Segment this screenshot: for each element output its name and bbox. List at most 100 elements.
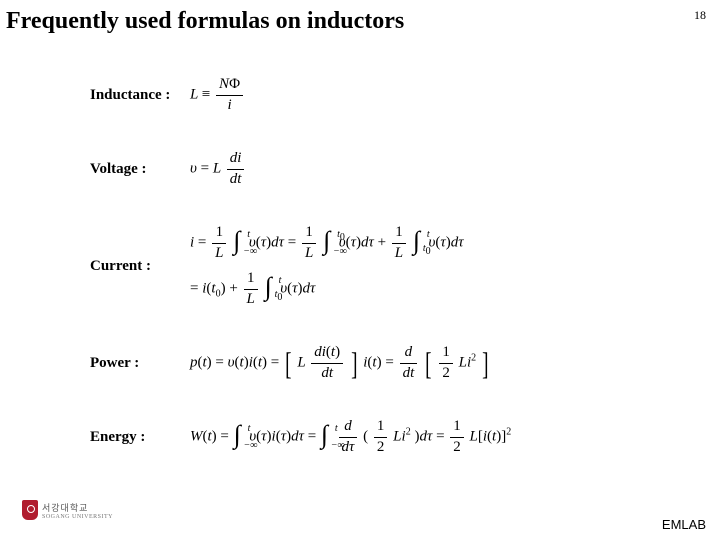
eq8: =: [220, 428, 228, 444]
int-minf-t: ∫t−∞: [233, 231, 240, 256]
d10: d: [403, 365, 411, 381]
label-current: Current :: [90, 257, 190, 275]
t8: t: [410, 365, 414, 381]
lo-minf3: −∞: [244, 439, 258, 452]
sym-p: p: [190, 354, 198, 370]
sq2: 2: [406, 426, 411, 437]
lp14: (: [363, 428, 368, 444]
L3: L: [297, 354, 305, 370]
lo-minf2: −∞: [333, 245, 347, 258]
frac-di-dt: di dt: [227, 149, 245, 189]
sym-i3: i: [190, 234, 194, 250]
d11: d: [291, 428, 299, 444]
sym-Phi: Φ: [229, 76, 240, 92]
lbb2: [: [425, 349, 431, 378]
eq7: =: [385, 354, 393, 370]
formula-energy: W(t) = ∫t−∞ υ(τ)i(τ)dτ = ∫t−∞ ddτ ( 12 L…: [190, 417, 511, 457]
tau13: τ: [427, 428, 432, 444]
d7: d: [314, 344, 322, 360]
t6: t: [329, 365, 333, 381]
sym-equiv: ≡: [202, 86, 210, 102]
eq9: =: [308, 428, 316, 444]
frac-1L-b: 1L: [302, 223, 316, 263]
n1a: 1: [212, 223, 226, 243]
hi-t0s: 0: [340, 232, 345, 243]
label-energy: Energy :: [90, 428, 190, 446]
n1g: 1: [450, 417, 464, 437]
formula-current: i = 1L ∫t−∞ υ(τ)dτ = 1L ∫t0−∞ υ(τ)dτ + 1…: [190, 223, 464, 309]
frac-dit-dt: di(t) dt: [311, 343, 343, 383]
tau6: τ: [458, 234, 463, 250]
rp9: ): [335, 344, 340, 360]
tau12: τ: [349, 439, 354, 455]
sym-v: υ: [190, 160, 197, 176]
label-power: Power :: [90, 354, 190, 372]
row-inductance: Inductance : L ≡ NΦ i: [90, 75, 690, 115]
lbb1: [: [285, 349, 291, 378]
university-logo: 서강대학교 SOGANG UNIVERSITY: [22, 500, 113, 520]
sym-t: t: [237, 171, 241, 187]
dLa: L: [212, 243, 226, 264]
row-voltage: Voltage : υ = L di dt: [90, 149, 690, 189]
rp8: ): [262, 354, 267, 370]
dLb: L: [302, 243, 316, 264]
plus1: +: [378, 234, 386, 250]
rp6: ): [207, 354, 212, 370]
L5: L: [393, 428, 401, 444]
eq6: =: [271, 354, 279, 370]
row-energy: Energy : W(t) = ∫t−∞ υ(τ)i(τ)dτ = ∫t−∞ d…: [90, 417, 690, 457]
lo-t0bs: 0: [277, 292, 282, 303]
eq10: =: [436, 428, 444, 444]
lo-minf: −∞: [243, 245, 257, 258]
v6: υ: [228, 354, 235, 370]
int-minf-t0: ∫t0−∞: [323, 231, 330, 256]
n1b: 1: [302, 223, 316, 243]
tau4: τ: [368, 234, 373, 250]
L4: L: [459, 354, 467, 370]
sym-i: i: [216, 95, 243, 116]
tau8: τ: [310, 280, 315, 296]
L6: L: [470, 428, 478, 444]
formula-power: p(t) = υ(t)i(t) = [ L di(t) dt ] i(t) = …: [190, 343, 491, 383]
shield-icon: [22, 500, 38, 520]
hi-t: t: [247, 228, 250, 241]
sym-i2: i: [237, 150, 241, 166]
sym-eq2: =: [198, 234, 206, 250]
frac-half-c: 12: [450, 417, 464, 457]
hi-t2: t: [427, 228, 430, 241]
hi-t4: t: [248, 422, 251, 435]
int-t0-t: ∫tt0: [413, 231, 420, 256]
formula-voltage: υ = L di dt: [190, 149, 246, 189]
d6: d: [303, 280, 311, 296]
dLc: L: [392, 243, 406, 264]
n1f: 1: [374, 417, 388, 437]
frac-1L-d: 1L: [244, 269, 258, 309]
hi-t3: t: [279, 274, 282, 287]
int-t0-t-b: ∫tt0: [265, 277, 272, 302]
row-current: Current : i = 1L ∫t−∞ υ(τ)dτ = 1L ∫t0−∞ …: [90, 223, 690, 309]
rbb2: ]: [482, 349, 488, 378]
formula-inductance: L ≡ NΦ i: [190, 75, 245, 115]
eq3: =: [288, 234, 296, 250]
tau2: τ: [279, 234, 284, 250]
rbb1: ]: [351, 349, 357, 378]
slide-title: Frequently used formulas on inductors: [6, 8, 404, 35]
lo-t0s: 0: [426, 246, 431, 257]
sym-eq: =: [201, 160, 209, 176]
page-number: 18: [694, 8, 706, 23]
rp11: ): [212, 428, 217, 444]
frac-half-b: 12: [374, 417, 388, 457]
eq5: =: [215, 354, 223, 370]
logo-text-block: 서강대학교 SOGANG UNIVERSITY: [42, 501, 113, 520]
d12: d: [339, 417, 358, 437]
hi-t5: t: [335, 422, 338, 435]
rp4: ): [221, 280, 226, 296]
frac-NPhi-over-i: NΦ i: [216, 75, 243, 115]
logo-sub: SOGANG UNIVERSITY: [42, 514, 113, 520]
sym-N: N: [219, 76, 229, 92]
sym-L2: L: [213, 160, 221, 176]
n1d: 1: [244, 269, 258, 289]
formula-list: Inductance : L ≡ NΦ i Voltage : υ = L di…: [90, 75, 690, 491]
int-energy-b: ∫t−∞: [321, 425, 328, 450]
int-energy-a: ∫t−∞: [234, 425, 241, 450]
